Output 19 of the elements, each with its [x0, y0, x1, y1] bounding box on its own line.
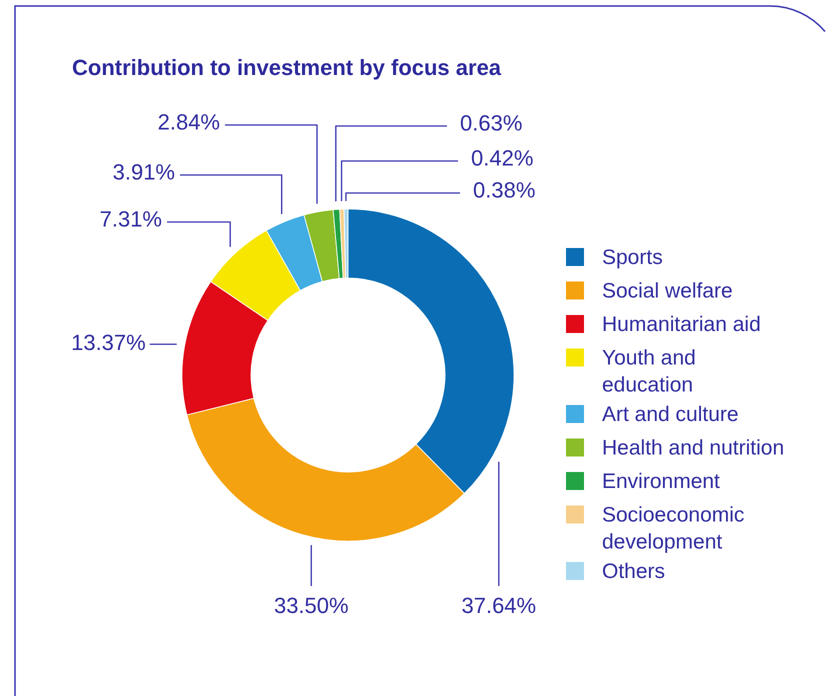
data-label: 0.63% [460, 110, 522, 136]
legend-label: Art and culture [602, 402, 739, 426]
legend-label: Socioeconomic development [602, 503, 744, 553]
legend-label: Social welfare [602, 279, 733, 302]
chart-title: Contribution to investment by focus area [72, 55, 502, 80]
data-label: 33.50% [274, 593, 349, 618]
legend-label: Youth and education [602, 346, 696, 396]
data-label: 37.64% [461, 593, 536, 618]
data-label: 0.38% [473, 178, 536, 202]
legend-label: Sports [602, 246, 663, 268]
data-label: 7.31% [100, 206, 162, 232]
legend-label: Humanitarian aid [602, 312, 761, 336]
data-label: 0.42% [471, 146, 534, 170]
legend-label: Environment [602, 470, 720, 492]
data-label: 2.84% [158, 110, 220, 134]
data-label: 3.91% [112, 160, 175, 184]
legend-label: Health and nutrition [602, 436, 784, 459]
legend-label: Others [602, 560, 666, 582]
data-label: 13.37% [71, 330, 146, 355]
